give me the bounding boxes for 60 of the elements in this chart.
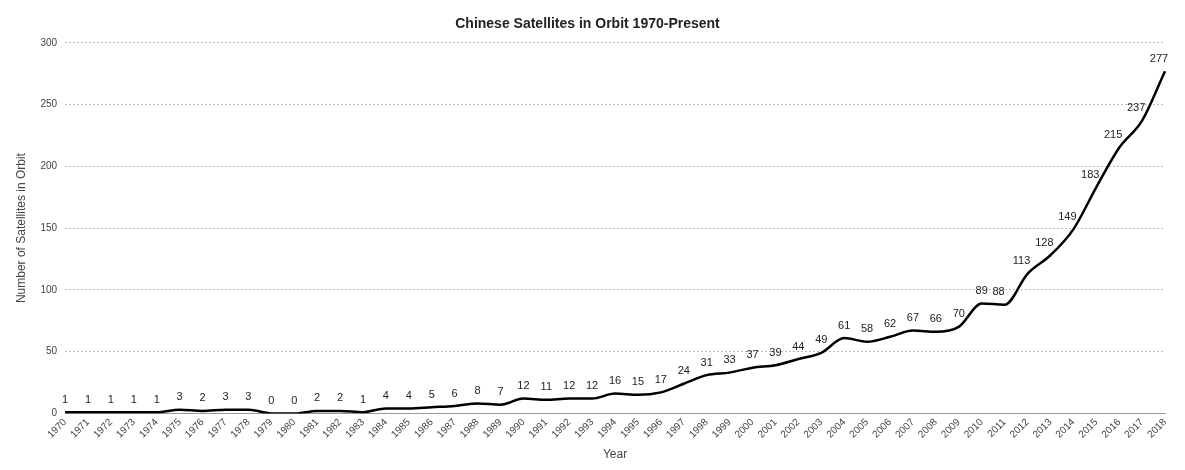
data-label: 49 <box>815 333 828 346</box>
data-label: 4 <box>405 388 412 401</box>
data-label: 16 <box>608 374 622 387</box>
data-label: 12 <box>586 379 599 392</box>
data-label: 0 <box>291 393 298 406</box>
data-label: 1 <box>130 392 137 405</box>
data-label: 113 <box>1012 254 1031 267</box>
data-label: 66 <box>929 312 942 325</box>
data-label: 4 <box>382 388 389 401</box>
data-label: 3 <box>245 390 252 403</box>
data-label: 1 <box>84 392 92 405</box>
data-label: 31 <box>700 355 713 368</box>
data-label: 237 <box>1126 101 1146 114</box>
data-label: 3 <box>176 390 183 403</box>
data-label: 44 <box>792 339 805 352</box>
data-label: 39 <box>769 345 782 358</box>
y-tick-label: 200 <box>40 160 58 172</box>
data-label: 15 <box>631 375 645 388</box>
y-tick-label: 250 <box>40 98 58 110</box>
data-label: 128 <box>1035 235 1054 248</box>
data-label: 2 <box>337 391 344 404</box>
data-label: 5 <box>428 387 435 400</box>
y-tick-label: 0 <box>51 407 58 419</box>
data-label: 6 <box>451 386 458 399</box>
y-tick-label: 100 <box>40 283 58 295</box>
data-label: 1 <box>153 392 160 405</box>
data-label: 0 <box>268 393 275 406</box>
data-label: 1 <box>107 392 114 405</box>
data-label: 215 <box>1103 128 1123 141</box>
data-label: 33 <box>723 353 736 366</box>
y-tick-label: 300 <box>40 36 58 48</box>
data-label: 12 <box>563 379 576 392</box>
data-label: 11 <box>540 380 553 393</box>
data-label: 183 <box>1081 167 1100 180</box>
data-label: 2 <box>314 391 321 404</box>
data-label: 1 <box>359 392 367 405</box>
data-label: 70 <box>952 307 965 320</box>
x-axis-title: Year <box>602 447 628 462</box>
data-label: 61 <box>838 318 851 331</box>
data-label: 12 <box>517 379 530 392</box>
data-label: 89 <box>975 283 988 296</box>
data-label: 24 <box>677 364 690 377</box>
data-label: 1 <box>62 392 69 405</box>
data-label: 88 <box>992 285 1005 298</box>
data-label: 58 <box>860 322 874 335</box>
data-label: 37 <box>746 348 759 361</box>
data-label: 17 <box>654 372 667 385</box>
data-label: 2 <box>199 391 206 404</box>
line-series <box>63 69 1167 414</box>
data-label: 8 <box>474 384 481 397</box>
y-tick-label: 50 <box>45 345 58 357</box>
data-label: 67 <box>906 311 920 324</box>
data-label: 7 <box>497 385 504 398</box>
y-tick-label: 150 <box>40 221 58 233</box>
data-label: 3 <box>222 390 229 403</box>
data-label: 277 <box>1149 51 1169 64</box>
y-axis-title: Number of Satellites in Orbit <box>13 152 28 304</box>
data-label: 149 <box>1058 209 1077 222</box>
chart-title: Chinese Satellites in Orbit 1970-Present <box>455 15 721 32</box>
data-label: 62 <box>883 317 897 330</box>
